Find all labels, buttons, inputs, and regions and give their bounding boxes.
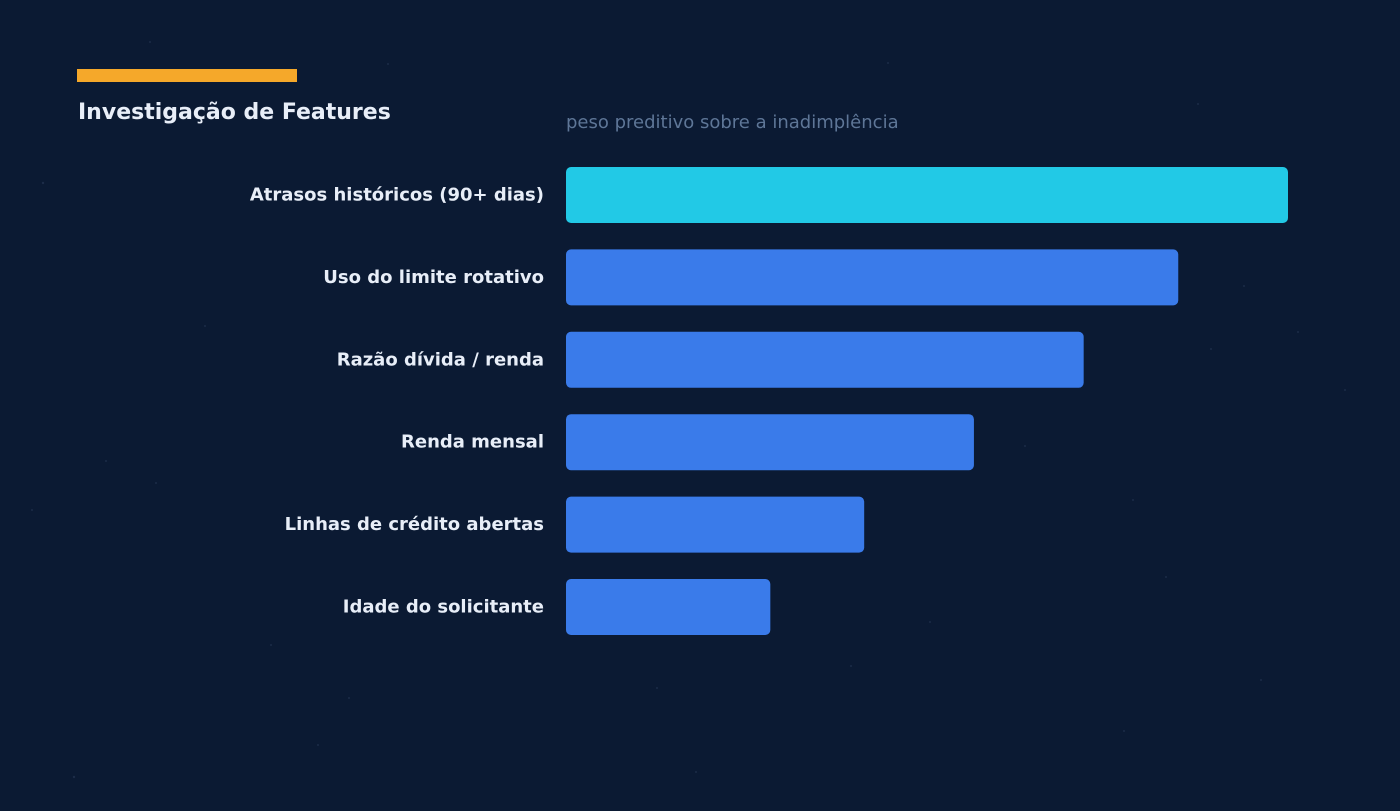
bar-5 [566,496,865,553]
page-title: Investigação de Features [78,100,391,125]
bar-3 [566,331,1084,388]
bar-2 [566,249,1179,306]
category-label-2: Uso do limite rotativo [323,267,544,288]
bars-group [566,167,1288,635]
title-accent-bar [77,69,297,82]
category-label-6: Idade do solicitante [343,597,544,618]
bar-6 [566,579,771,635]
chart-subtitle: peso preditivo sobre a inadimplência [566,112,899,133]
category-labels-group: Atrasos históricos (90+ dias) Uso do limi… [250,185,544,618]
bar-4 [566,414,974,471]
category-label-5: Linhas de crédito abertas [285,514,544,535]
category-label-3: Razão dívida / renda [337,349,544,370]
bar-1 [566,167,1288,223]
category-label-1: Atrasos históricos (90+ dias) [250,185,544,206]
category-label-4: Renda mensal [401,432,544,453]
